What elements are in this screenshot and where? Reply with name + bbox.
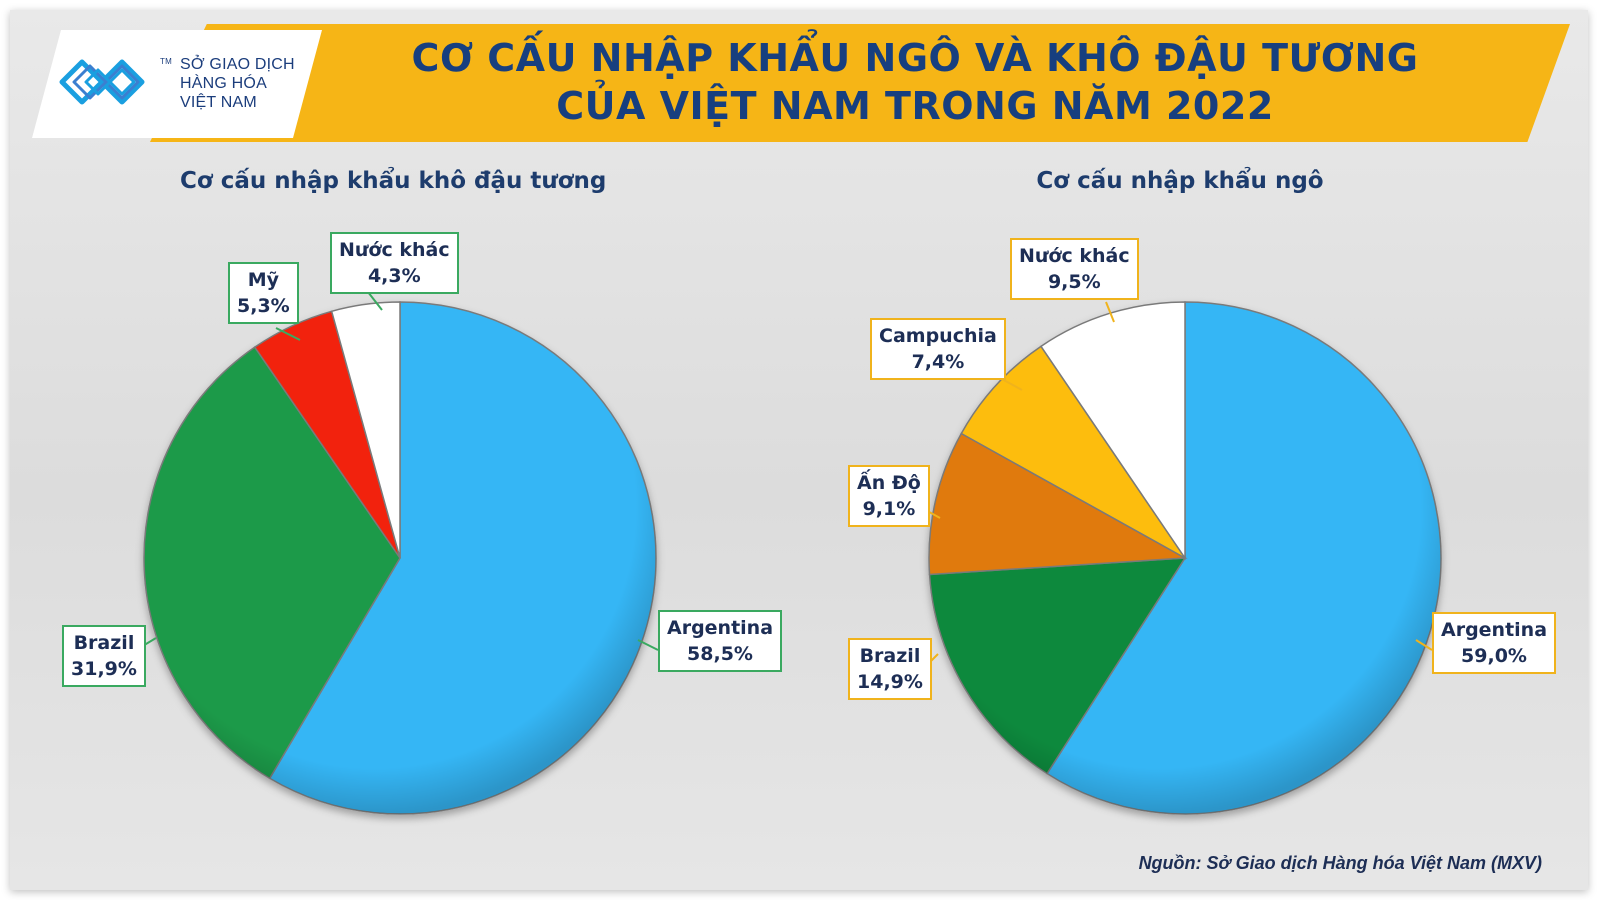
callout-corn-argentina-value: 59,0% (1461, 645, 1527, 667)
logo-mark (59, 59, 145, 105)
callout-soy-brazil: Brazil 31,9% (62, 625, 146, 687)
leader-line-soy-us (275, 327, 301, 341)
callout-soy-argentina: Argentina 58,5% (658, 610, 783, 672)
leader-line-soy-other (367, 291, 383, 311)
leader-line-corn-argentina (1415, 639, 1433, 651)
logo-card (32, 30, 322, 138)
leader-line-soy-argentina (637, 639, 659, 651)
callout-soy-us-label: Mỹ (247, 269, 279, 291)
leader-line-corn-cambodia (999, 377, 1023, 391)
logo-line-3: VIỆT NAM (180, 94, 257, 111)
logo-tm: TM (160, 57, 172, 66)
callout-corn-argentina: Argentina 59,0% (1432, 612, 1557, 674)
logo-line-1: SỞ GIAO DỊCH (180, 56, 295, 73)
callout-soy-other-label: Nước khác (339, 239, 450, 261)
callout-corn-india: Ấn Độ 9,1% (848, 465, 930, 527)
callout-soy-argentina-label: Argentina (667, 617, 774, 639)
leader-line-corn-other (1105, 301, 1115, 323)
pie-charts (135, 291, 1442, 815)
logo-line-2: HÀNG HÓA (180, 75, 267, 92)
main-title-line-1: CƠ CẤU NHẬP KHẨU NGÔ VÀ KHÔ ĐẬU TƯƠNG (411, 36, 1419, 80)
callout-soy-us-value: 5,3% (237, 295, 290, 317)
callout-corn-brazil: Brazil 14,9% (848, 638, 932, 700)
callout-corn-other-value: 9,5% (1047, 271, 1101, 293)
callout-corn-cambodia: Campuchia 7,4% (870, 318, 1006, 380)
callout-soy-other-value: 4,3% (367, 265, 421, 287)
source-note: Nguồn: Sở Giao dịch Hàng hóa Việt Nam (M… (1138, 853, 1542, 873)
chart-title-corn: Cơ cấu nhập khẩu ngô (1036, 168, 1324, 194)
callout-soy-brazil-value: 31,9% (71, 658, 137, 680)
callout-corn-cambodia-label: Campuchia (879, 325, 997, 347)
callout-soy-us: Mỹ 5,3% (228, 262, 299, 324)
callout-corn-india-label: Ấn Độ (857, 472, 921, 494)
callout-corn-argentina-label: Argentina (1441, 619, 1548, 641)
callout-leaders (135, 291, 1433, 671)
callout-corn-other-label: Nước khác (1019, 245, 1130, 267)
callout-corn-cambodia-value: 7,4% (911, 351, 965, 373)
callout-soy-argentina-value: 58,5% (687, 643, 753, 665)
main-title-line-2: CỦA VIỆT NAM TRONG NĂM 2022 (556, 84, 1274, 128)
callout-soy-brazil-label: Brazil (73, 632, 135, 654)
chart-title-soybean: Cơ cấu nhập khẩu khô đậu tương (180, 168, 607, 194)
infographic-frame: TM SỞ GIAO DỊCH HÀNG HÓA VIỆT NAM CƠ CẤU… (10, 10, 1588, 890)
pie-soybean-group (143, 301, 657, 815)
title-banner (150, 24, 1570, 142)
callout-soy-other: Nước khác 4,3% (330, 232, 459, 294)
callout-corn-brazil-label: Brazil (859, 645, 921, 667)
callout-corn-other: Nước khác 9,5% (1010, 238, 1139, 300)
callout-corn-india-value: 9,1% (862, 498, 916, 520)
callout-corn-brazil-value: 14,9% (857, 671, 923, 693)
